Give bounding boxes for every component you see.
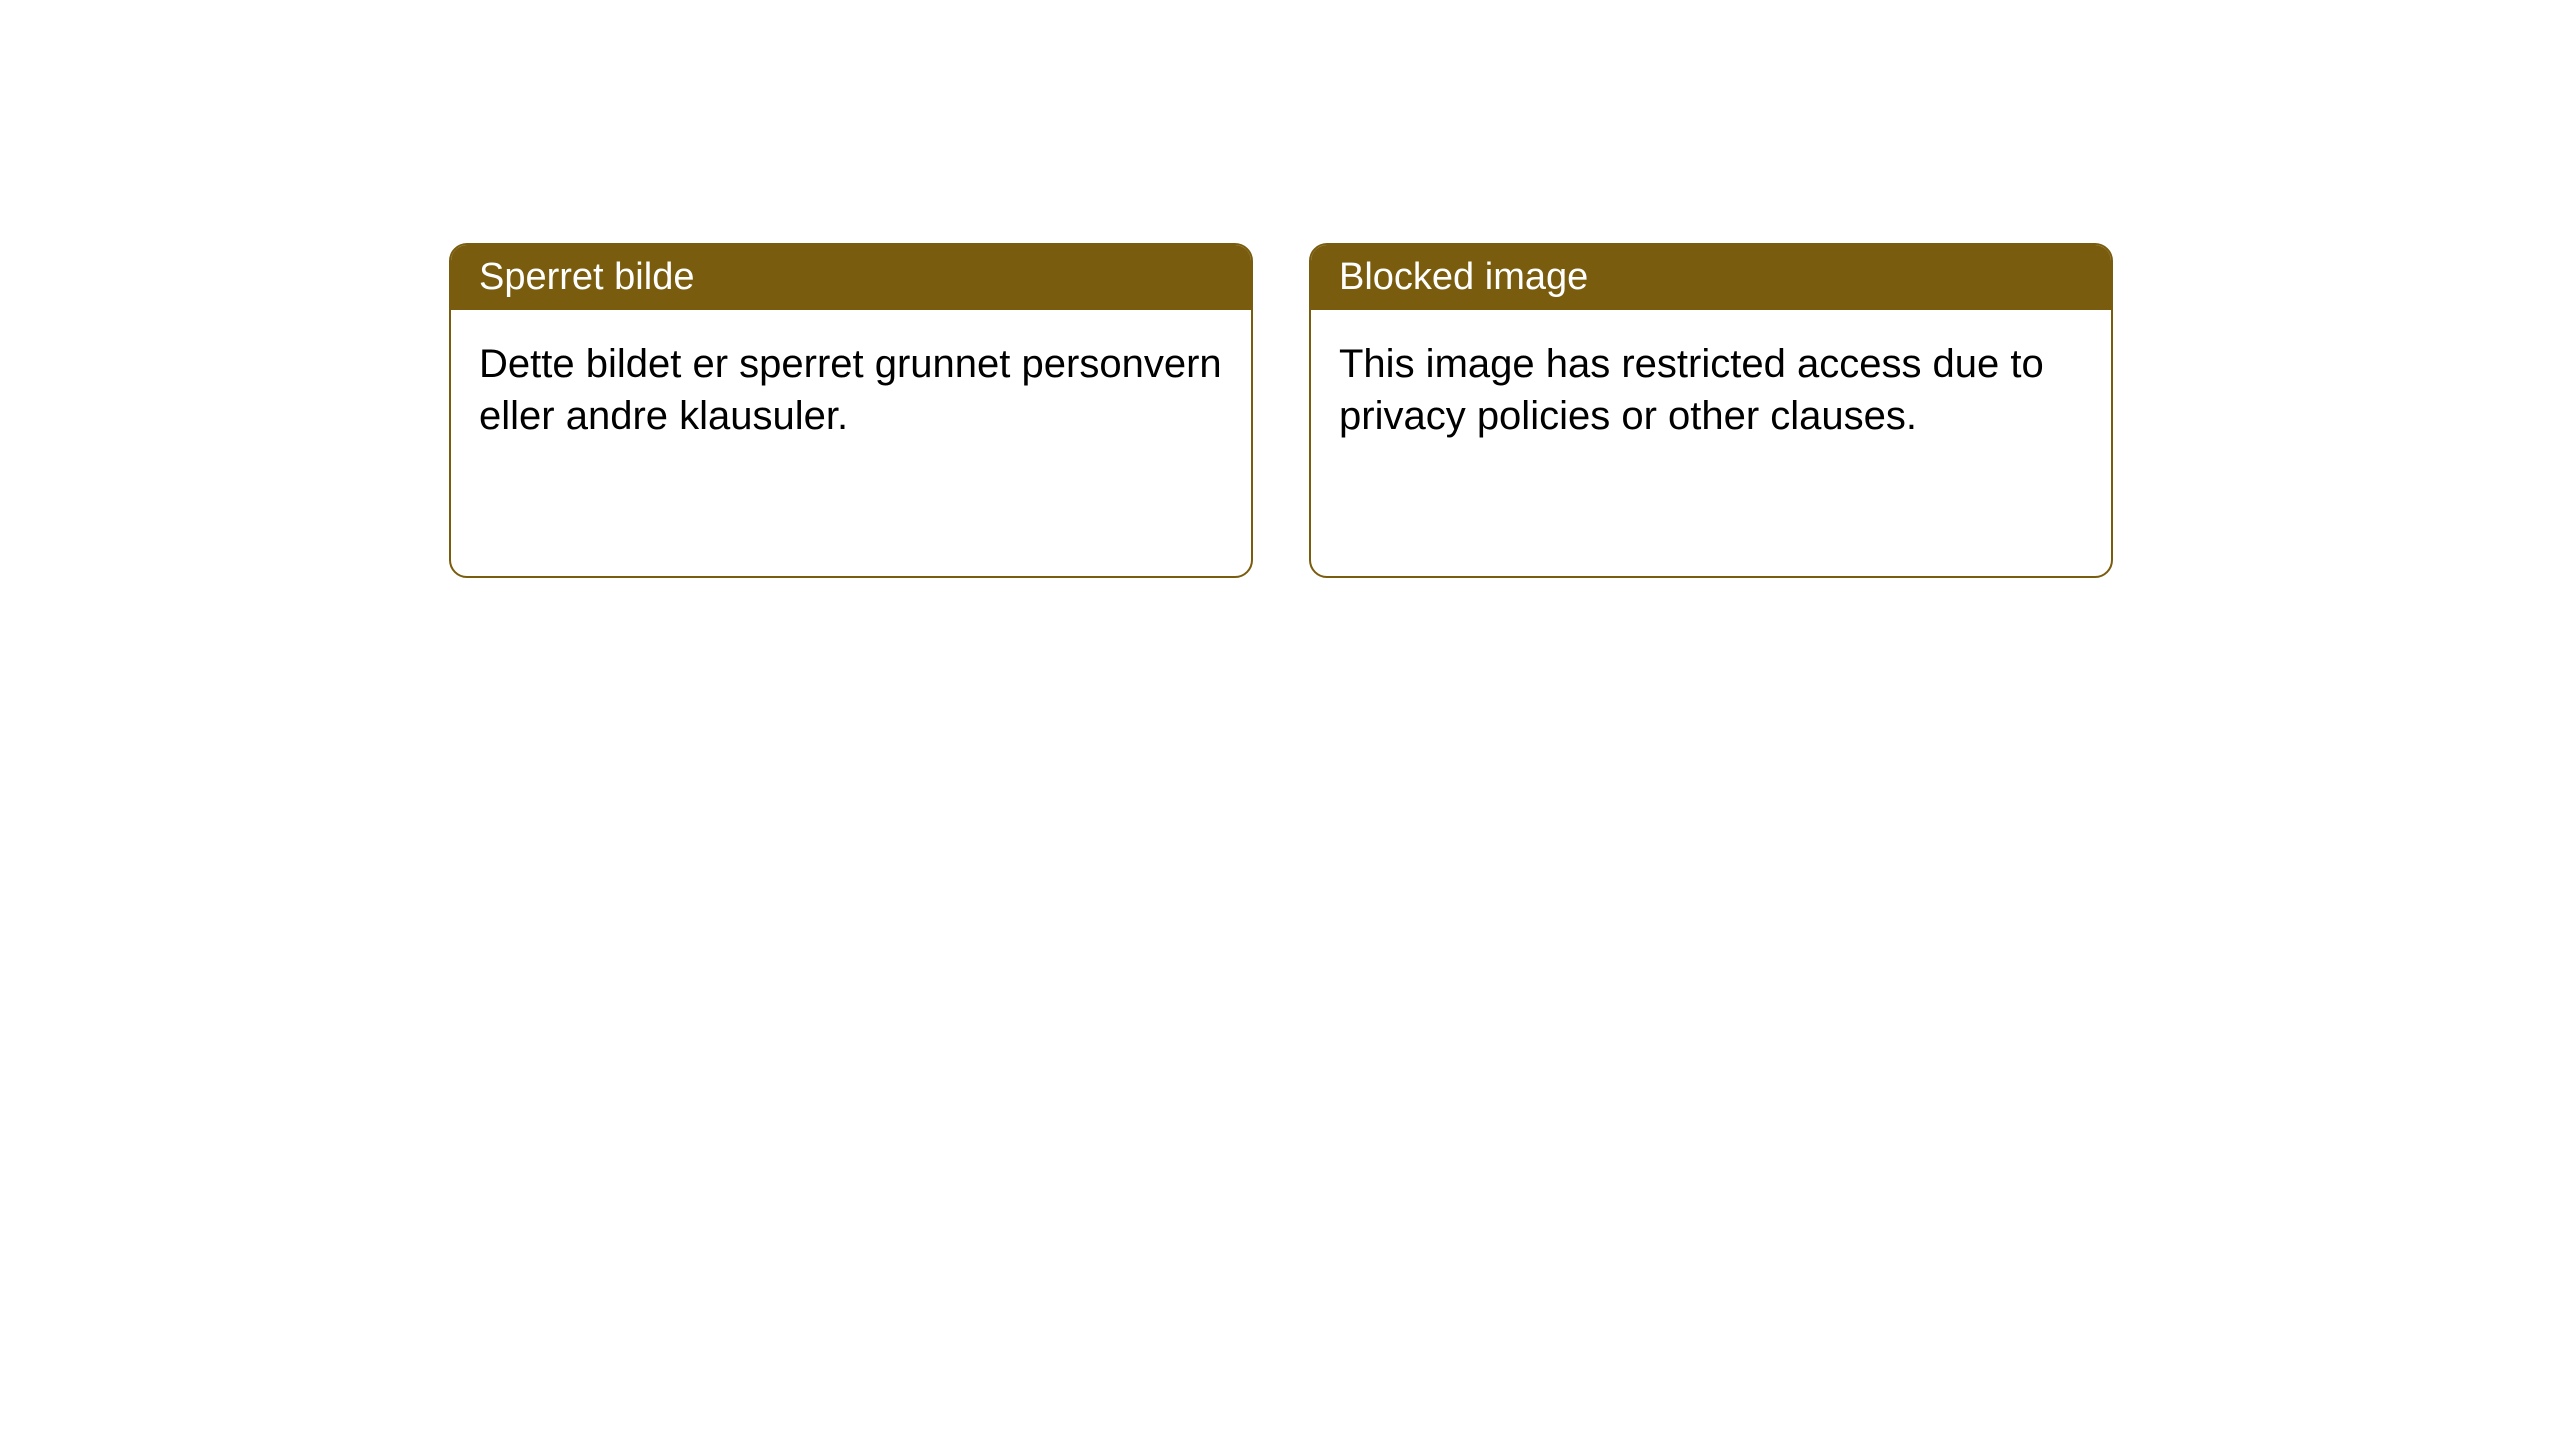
card-body-text: This image has restricted access due to … xyxy=(1339,342,2044,438)
card-header: Sperret bilde xyxy=(451,245,1251,310)
card-english: Blocked image This image has restricted … xyxy=(1309,243,2113,578)
card-body-text: Dette bildet er sperret grunnet personve… xyxy=(479,342,1222,438)
card-body: Dette bildet er sperret grunnet personve… xyxy=(451,310,1251,576)
card-title: Blocked image xyxy=(1339,256,1588,298)
card-container: Sperret bilde Dette bildet er sperret gr… xyxy=(449,243,2113,578)
card-norwegian: Sperret bilde Dette bildet er sperret gr… xyxy=(449,243,1253,578)
card-header: Blocked image xyxy=(1311,245,2111,310)
card-body: This image has restricted access due to … xyxy=(1311,310,2111,576)
card-title: Sperret bilde xyxy=(479,256,694,298)
